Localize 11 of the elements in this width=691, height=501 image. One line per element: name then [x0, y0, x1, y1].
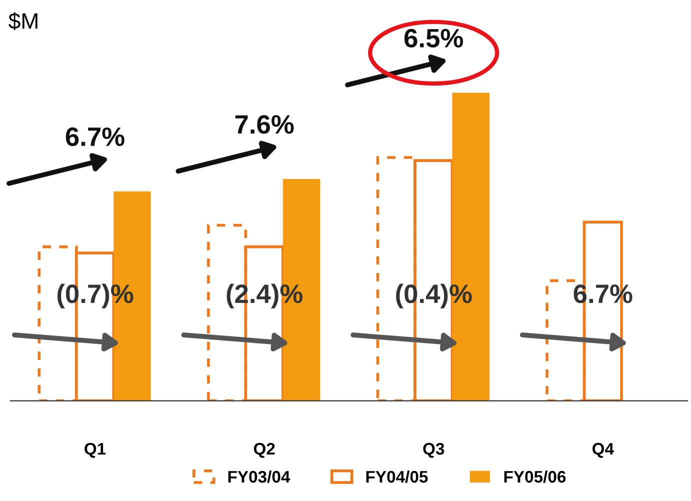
x-tick-label: Q3 — [423, 442, 444, 458]
y-axis-title: $M — [8, 12, 38, 30]
x-tick-label: Q2 — [254, 442, 275, 458]
annotation: 6.7% — [66, 127, 124, 146]
x-tick-label: Q1 — [84, 442, 106, 458]
legend-label: FY03/04 — [228, 470, 290, 483]
legend-label: FY04/05 — [366, 470, 428, 483]
x-tick-label: Q4 — [592, 442, 614, 458]
annotation: 7.6% — [235, 115, 294, 134]
text: 6.5% — [404, 28, 463, 48]
legend-label: FY05/06 — [504, 470, 566, 483]
